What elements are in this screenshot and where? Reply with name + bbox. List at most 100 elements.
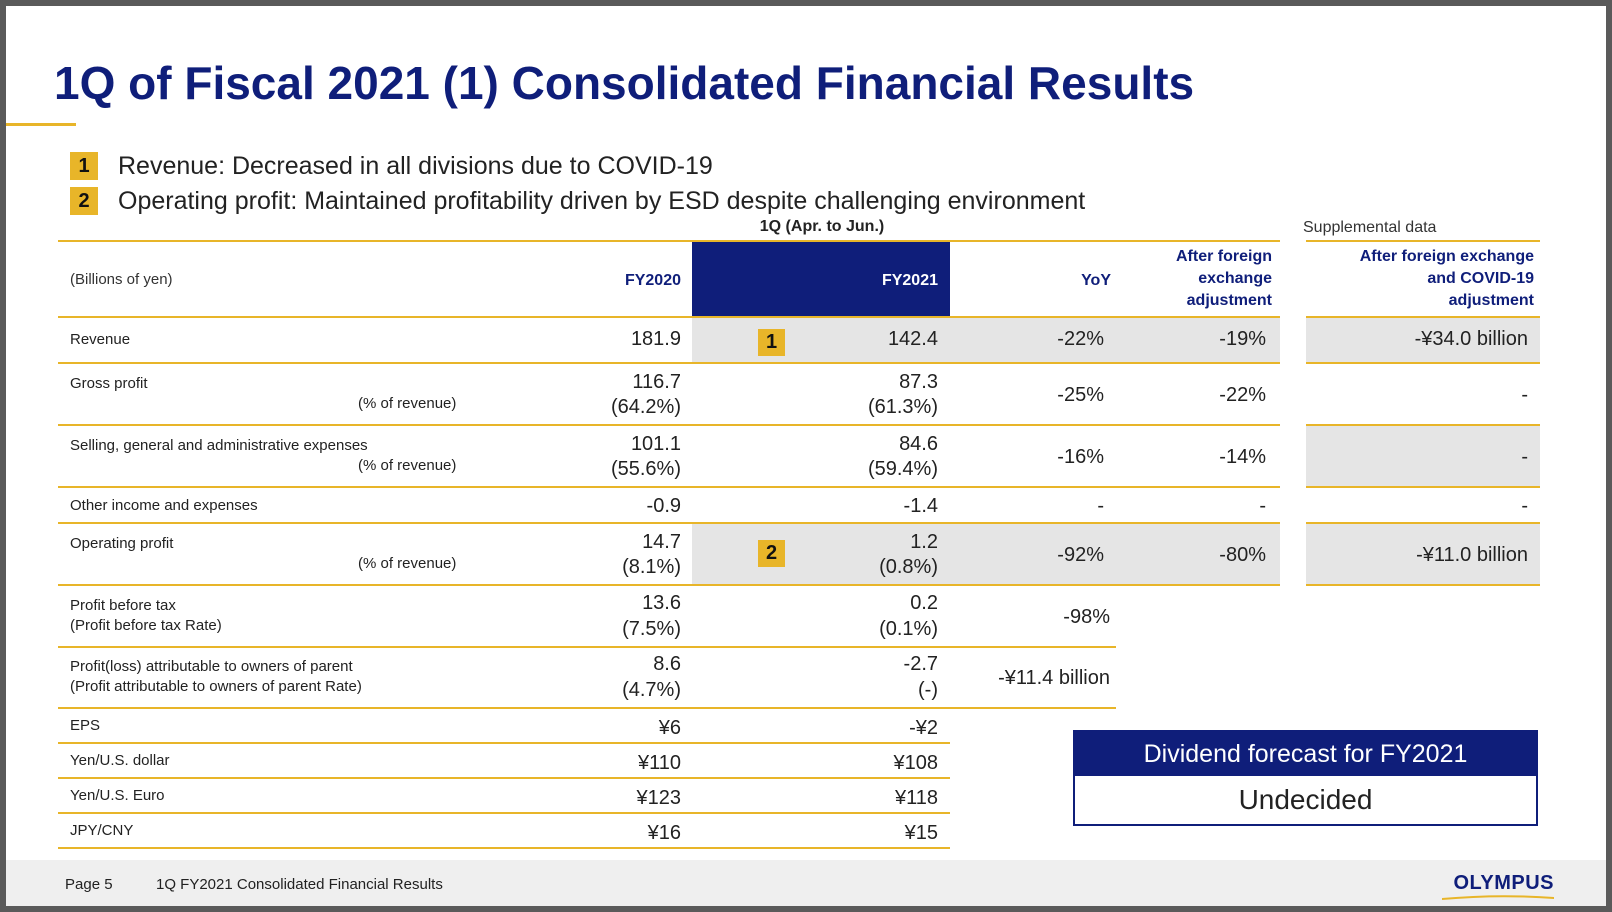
bullet-number-badge: 2 [70, 187, 98, 215]
fy2020-value: 14.7 [642, 531, 681, 553]
fy2021-value: -2.7 [903, 653, 938, 675]
fy2021-header: FY2021 [881, 272, 938, 289]
fy2021-pct: (61.3%) [867, 396, 938, 418]
row-sublabel: (% of revenue) [358, 457, 457, 474]
fy2020-pct: (7.5%) [622, 618, 681, 640]
row-label: JPY/CNY [70, 822, 134, 839]
fy2021-value: 142.4 [887, 328, 938, 350]
fy2021-header-bg [692, 242, 950, 317]
row-rule [58, 584, 1280, 586]
dividend-forecast-box: Dividend forecast for FY2021 Undecided [1073, 730, 1538, 826]
footer-title: 1Q FY2021 Consolidated Financial Results [156, 876, 443, 893]
row-rule [58, 522, 1280, 524]
fy2020-pct: (64.2%) [610, 396, 681, 418]
header-bottom-rule [58, 316, 1280, 318]
revenue-supp-shade [1306, 318, 1540, 362]
row-rule [58, 812, 950, 814]
row-label: Yen/U.S. Euro [70, 787, 165, 804]
fy2021-value: 87.3 [899, 371, 938, 393]
fx-value: -14% [1219, 446, 1266, 468]
row-sublabel: (% of revenue) [358, 395, 457, 412]
fy2020-value: 181.9 [630, 328, 681, 350]
op-supp-shade [1306, 524, 1540, 584]
row-sublabel: (% of revenue) [358, 555, 457, 572]
row-rule [1306, 584, 1540, 586]
bullet-number-badge: 1 [70, 152, 98, 180]
row-label: Selling, general and administrative expe… [70, 437, 368, 454]
row-rule [1306, 362, 1540, 364]
olympus-logo: OLYMPUS [1453, 872, 1554, 894]
yoy-value: -92% [1057, 544, 1104, 566]
fy2021-pct: (0.8%) [879, 556, 938, 578]
fy2021-value: -¥2 [909, 717, 938, 739]
supp-value: - [1521, 495, 1528, 517]
page-number: Page 5 [65, 876, 113, 893]
supp-header-bottom-rule [1306, 316, 1540, 318]
fx-covid-adjustment-header: After foreign exchange and COVID-19 adju… [1359, 248, 1534, 309]
fy2020-value: ¥6 [658, 717, 681, 739]
fy2020-value: 8.6 [653, 653, 681, 675]
fx-value: -80% [1219, 544, 1266, 566]
sga-supp-shade [1306, 426, 1540, 486]
fy2021-pct: (59.4%) [867, 458, 938, 480]
fy2020-value: ¥123 [636, 787, 682, 809]
fy2020-value: 101.1 [630, 433, 681, 455]
fy2020-value: 13.6 [642, 592, 681, 614]
header-top-rule [58, 240, 1280, 242]
fy2020-value: 116.7 [632, 371, 681, 393]
yoy-value: -¥11.4 billion [998, 667, 1110, 689]
row-rule [58, 777, 950, 779]
row-rule [58, 362, 1280, 364]
fy2021-value: 84.6 [899, 433, 938, 455]
supp-header-top-rule [1306, 240, 1540, 242]
row-label: Gross profit [70, 375, 148, 392]
page-title: 1Q of Fiscal 2021 (1) Consolidated Finan… [54, 57, 1195, 109]
row-label: Other income and expenses [70, 497, 258, 514]
bullet-1: 1 Revenue: Decreased in all divisions du… [70, 151, 713, 181]
fy2021-value: ¥15 [904, 822, 938, 844]
yoy-value: - [1097, 495, 1104, 517]
yoy-value: -98% [1063, 606, 1110, 628]
footer: Page 5 1Q FY2021 Consolidated Financial … [6, 860, 1606, 906]
yoy-value: -22% [1057, 328, 1104, 350]
bullet-2: 2 Operating profit: Maintained profitabi… [70, 186, 1085, 216]
fy2020-header: FY2020 [624, 272, 681, 289]
row-label: Profit before tax [70, 597, 176, 614]
row-label: Yen/U.S. dollar [70, 752, 170, 769]
fx-adjustment-header: After foreign exchange adjustment [1176, 248, 1272, 309]
fy2021-value: 0.2 [910, 592, 938, 614]
fy2020-pct: (8.1%) [622, 556, 681, 578]
fy2021-pct: (0.1%) [879, 618, 938, 640]
row-rule [58, 847, 950, 849]
unit-label: (Billions of yen) [70, 271, 173, 288]
supp-value: -¥11.0 billion [1416, 544, 1528, 566]
bullet-text: Revenue: Decreased in all divisions due … [118, 151, 713, 180]
row-rule [58, 707, 1116, 709]
yoy-value: -25% [1057, 384, 1104, 406]
fy2020-pct: (55.6%) [610, 458, 681, 480]
fy2021-value: 1.2 [910, 531, 938, 553]
fy2020-value: ¥110 [637, 752, 681, 774]
bullet-text: Operating profit: Maintained profitabili… [118, 186, 1086, 215]
fy2021-value: ¥108 [893, 752, 939, 774]
row-label: EPS [70, 717, 101, 734]
row-label-secondary: (Profit before tax Rate) [70, 617, 222, 634]
logo-swoosh-icon [1442, 895, 1554, 900]
op-shade [692, 524, 1280, 584]
row-label-secondary: (Profit attributable to owners of parent… [70, 678, 362, 695]
row-rule [1306, 522, 1540, 524]
fy2020-value: -0.9 [646, 495, 681, 517]
fy2021-pct: (-) [918, 679, 938, 701]
fx-value: -22% [1219, 384, 1266, 406]
row-rule [58, 424, 1280, 426]
row-rule [1306, 424, 1540, 426]
row-rule [58, 742, 950, 744]
row-rule [58, 486, 1280, 488]
row-label: Profit(loss) attributable to owners of p… [70, 658, 353, 675]
yoy-header: YoY [1081, 272, 1111, 289]
supp-value: -¥34.0 billion [1414, 328, 1528, 350]
fx-value: -19% [1219, 328, 1266, 350]
point-badge: 2 [758, 540, 785, 567]
revenue-shade [692, 318, 1280, 362]
dividend-heading: Dividend forecast for FY2021 [1075, 732, 1536, 776]
